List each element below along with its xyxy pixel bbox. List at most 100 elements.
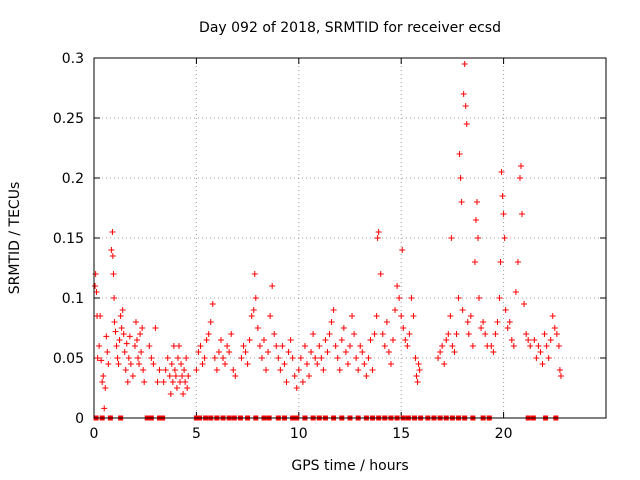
data-point	[293, 385, 300, 391]
data-point	[396, 295, 403, 301]
data-point	[150, 361, 157, 367]
data-point	[310, 331, 317, 337]
data-point	[178, 361, 185, 367]
data-point	[375, 229, 382, 235]
grid	[94, 58, 606, 418]
data-point	[459, 307, 466, 313]
data-point	[121, 349, 128, 355]
data-point	[448, 235, 455, 241]
data-point	[132, 319, 139, 325]
data-point	[467, 313, 474, 319]
chart-title: Day 092 of 2018, SRMTID for receiver ecs…	[199, 20, 501, 36]
data-point	[318, 355, 325, 361]
data-point	[222, 361, 229, 367]
data-point	[240, 343, 247, 349]
data-point	[508, 337, 515, 343]
data-point	[139, 325, 146, 331]
data-point	[303, 361, 310, 367]
data-point	[512, 289, 519, 295]
data-point	[285, 349, 292, 355]
data-point	[478, 325, 485, 331]
data-point	[344, 361, 351, 367]
data-point	[312, 355, 319, 361]
data-point	[543, 343, 550, 349]
data-point	[458, 199, 465, 205]
data-point	[330, 307, 337, 313]
data-point	[374, 235, 381, 241]
data-point	[183, 355, 190, 361]
data-point	[220, 355, 227, 361]
data-point	[281, 361, 288, 367]
data-point	[480, 319, 487, 325]
y-tick-label: 0	[75, 411, 84, 427]
y-tick-label: 0.3	[62, 51, 84, 67]
data-point	[226, 349, 233, 355]
data-point	[400, 325, 407, 331]
data-point	[383, 319, 390, 325]
data-point	[367, 337, 374, 343]
data-point	[118, 325, 125, 331]
data-point	[328, 319, 335, 325]
data-point	[275, 355, 282, 361]
data-point	[103, 333, 110, 340]
data-point	[332, 343, 339, 349]
data-point	[260, 337, 267, 343]
data-point	[263, 367, 270, 373]
data-point	[541, 331, 548, 337]
data-point	[254, 325, 261, 331]
data-point	[320, 367, 327, 373]
data-point	[460, 91, 467, 97]
data-point	[369, 367, 376, 373]
data-point	[287, 337, 294, 343]
data-point	[126, 333, 133, 340]
data-point	[342, 349, 349, 355]
data-point	[99, 379, 106, 385]
data-point	[514, 259, 521, 265]
data-point	[412, 355, 419, 361]
data-point	[379, 331, 386, 337]
data-point	[557, 373, 564, 379]
y-tick-label: 0.05	[53, 351, 84, 367]
data-point	[499, 193, 506, 199]
data-point	[463, 121, 470, 127]
data-point	[211, 355, 218, 361]
data-point	[394, 283, 401, 289]
data-point	[256, 343, 263, 349]
data-point	[228, 331, 235, 337]
data-point	[117, 313, 124, 319]
data-point	[173, 385, 180, 391]
data-point	[124, 379, 131, 385]
data-point	[518, 163, 525, 169]
data-point	[120, 331, 127, 337]
data-point	[136, 361, 143, 367]
data-point	[140, 367, 147, 373]
data-point	[217, 337, 224, 343]
data-point	[297, 355, 304, 361]
data-point	[416, 367, 423, 373]
data-point	[496, 295, 503, 301]
data-point	[174, 355, 181, 361]
data-point	[441, 361, 448, 367]
data-point	[279, 343, 286, 349]
data-point	[203, 337, 210, 343]
data-point	[363, 373, 370, 379]
data-point	[299, 379, 306, 385]
data-point	[116, 337, 123, 343]
data-point	[141, 379, 148, 385]
data-point	[109, 253, 116, 259]
data-point	[488, 343, 495, 349]
data-point	[162, 367, 169, 373]
data-point	[551, 325, 558, 331]
data-point	[177, 379, 184, 385]
data-point	[414, 379, 421, 385]
x-tick-label: 20	[495, 426, 513, 442]
y-tick-label: 0.1	[62, 291, 84, 307]
data-point	[410, 313, 417, 319]
data-point	[357, 343, 364, 349]
data-point	[185, 373, 192, 379]
data-point	[258, 355, 265, 361]
data-point	[494, 319, 501, 325]
data-point	[324, 349, 331, 355]
data-point	[215, 349, 222, 355]
y-tick-label: 0.2	[62, 171, 84, 187]
